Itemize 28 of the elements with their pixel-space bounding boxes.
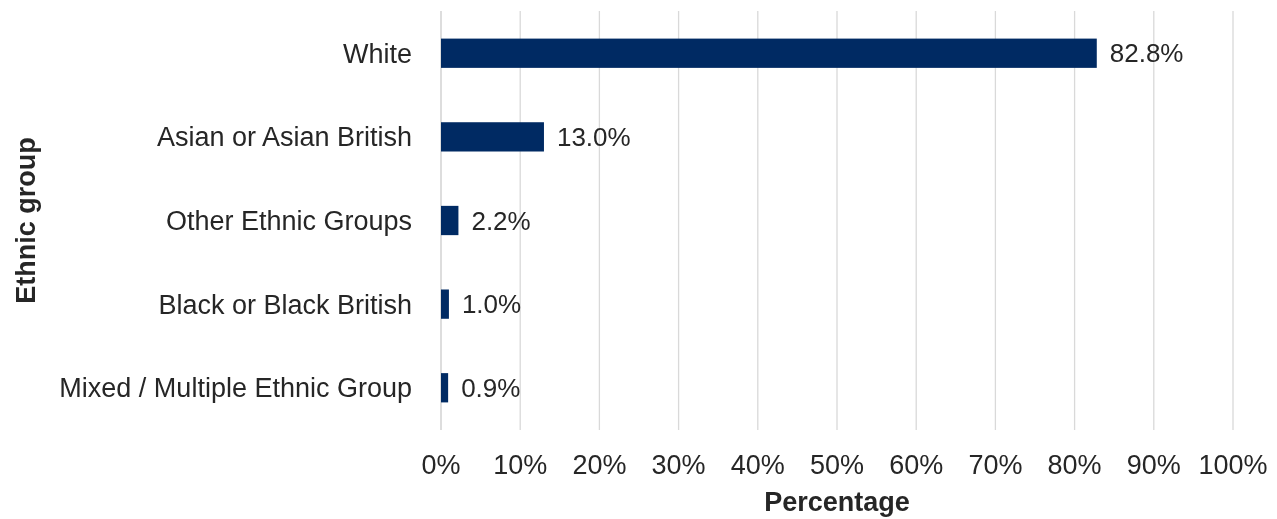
bar <box>441 289 449 319</box>
data-label: 82.8% <box>1109 38 1184 69</box>
y-tick-label: Mixed / Multiple Ethnic Group <box>59 373 412 404</box>
bar <box>441 38 1097 68</box>
x-tick-label: 0% <box>421 450 461 481</box>
x-tick-label: 70% <box>968 450 1023 481</box>
x-tick-label: 90% <box>1126 450 1181 481</box>
y-tick-label: White <box>342 38 412 69</box>
x-tick-label: 80% <box>1047 450 1102 481</box>
x-tick-label: 40% <box>730 450 785 481</box>
data-label: 1.0% <box>461 289 522 320</box>
x-tick-label: 50% <box>809 450 865 481</box>
x-tick-label: 100% <box>1198 450 1268 481</box>
x-tick-label: 30% <box>651 450 706 481</box>
bar <box>441 205 459 236</box>
x-tick-label: 20% <box>572 450 627 481</box>
y-tick-label: Asian or Asian British <box>156 122 412 153</box>
y-tick-label: Other Ethnic Groups <box>165 205 412 236</box>
bar <box>441 373 449 403</box>
y-tick-label: Black or Black British <box>158 289 412 320</box>
data-label: 13.0% <box>556 121 631 152</box>
x-axis-title: Percentage <box>764 487 910 517</box>
y-axis-title: Ethnic group <box>11 137 41 304</box>
bar <box>441 122 544 152</box>
x-tick-label: 60% <box>889 450 944 481</box>
x-tick-label: 10% <box>493 450 548 481</box>
data-label: 0.9% <box>461 372 521 403</box>
data-label: 2.2% <box>471 205 531 236</box>
